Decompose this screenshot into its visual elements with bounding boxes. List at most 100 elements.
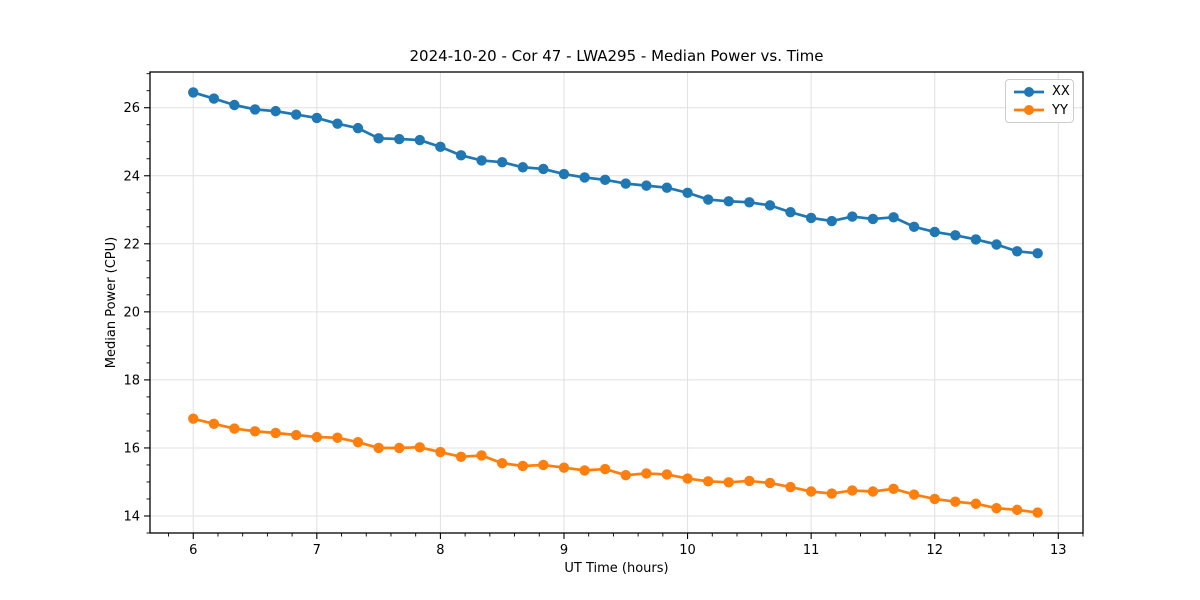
series-yy-marker: [847, 485, 858, 496]
series-yy-marker: [352, 436, 364, 448]
y-axis-label: Median Power (CPU): [104, 236, 119, 369]
legend-item-yy: YY: [1013, 101, 1068, 119]
series-xx-marker: [517, 162, 529, 173]
series-yy-marker: [496, 458, 508, 469]
series-yy-marker: [455, 451, 467, 462]
chart-title: 2024-10-20 - Cor 47 - LWA295 - Median Po…: [409, 47, 824, 65]
x-tick-label: 11: [803, 543, 820, 558]
series-xx-marker: [723, 196, 734, 207]
series-yy-marker: [290, 429, 302, 441]
series-xx-marker: [950, 230, 961, 241]
series-xx-marker: [352, 122, 364, 134]
series-xx-marker: [476, 155, 487, 166]
series-yy-marker: [785, 481, 796, 493]
series-xx-marker: [970, 234, 982, 245]
x-tick-label: 8: [436, 543, 444, 558]
series-xx-marker: [991, 239, 1002, 250]
series-yy-marker: [599, 463, 611, 475]
y-tick-label: 22: [123, 237, 140, 252]
series-xx-marker: [249, 104, 261, 115]
series-xx-marker: [290, 109, 302, 120]
series-xx-marker: [414, 134, 425, 146]
series-yy-marker: [661, 469, 673, 480]
series-xx-marker: [1011, 246, 1023, 257]
series-yy-marker: [723, 477, 734, 488]
series-xx-marker: [641, 180, 652, 191]
series-xx-marker: [785, 206, 796, 218]
series-yy-marker: [394, 442, 405, 454]
series-yy-marker: [970, 498, 982, 509]
series-yy-marker: [867, 486, 879, 497]
series-yy-marker: [950, 496, 961, 507]
legend-label-xx: XX: [1052, 84, 1070, 100]
series-xx-marker: [1032, 248, 1043, 259]
legend-line-sample-yy: [1014, 105, 1044, 116]
series-yy-marker: [620, 469, 631, 481]
x-tick-label: 13: [1050, 543, 1067, 558]
series-yy-marker: [332, 432, 343, 443]
series-xx-marker: [620, 178, 631, 189]
series-yy-marker: [805, 486, 817, 497]
series-xx-marker: [702, 194, 714, 205]
x-tick-label: 12: [926, 543, 943, 558]
series-xx-marker: [888, 212, 899, 223]
series-xx-marker: [208, 93, 220, 104]
series-yy-marker: [188, 413, 199, 424]
x-tick-label: 9: [560, 543, 568, 558]
series-xx-marker: [805, 212, 817, 224]
legend-line-sample-xx: [1014, 86, 1044, 97]
series-xx-marker: [826, 215, 837, 227]
series-xx-marker: [311, 112, 323, 124]
series-yy-marker: [208, 418, 220, 429]
series-xx-marker: [394, 133, 405, 145]
series-xx-marker: [847, 211, 858, 222]
y-tick-label: 24: [123, 169, 140, 184]
series-xx-marker: [744, 197, 755, 208]
series-xx-marker: [538, 163, 549, 175]
series-yy-marker: [991, 502, 1002, 514]
series-xx-marker: [332, 118, 343, 129]
series-xx-marker: [579, 172, 590, 183]
series-xx-marker: [908, 221, 920, 233]
plot-border: [149, 71, 1084, 534]
series-yy-marker: [517, 460, 529, 472]
series-yy-marker: [641, 468, 652, 479]
series-xx-marker: [188, 87, 199, 98]
series-xx-marker: [373, 133, 384, 144]
series-xx-marker: [435, 141, 446, 153]
series-xx-marker: [764, 200, 776, 211]
series-yy-marker: [311, 431, 323, 443]
y-tick-label: 14: [123, 509, 140, 524]
series-yy-marker: [558, 462, 570, 473]
series-xx-marker: [599, 174, 611, 186]
series-yy-marker: [579, 465, 590, 476]
series-yy-marker: [270, 427, 281, 439]
y-tick-label: 20: [123, 305, 140, 320]
series-yy-marker: [435, 446, 446, 458]
series-yy-marker: [249, 426, 261, 437]
series-yy-marker: [1032, 507, 1043, 518]
y-tick-label: 16: [123, 441, 140, 456]
series-yy-marker: [908, 489, 920, 500]
series-yy-marker: [682, 473, 693, 484]
x-tick-label: 10: [679, 543, 696, 558]
series-yy-marker: [1011, 504, 1023, 516]
series-xx-marker: [270, 105, 281, 117]
series-yy-marker: [826, 488, 837, 499]
x-axis-label: UT Time (hours): [564, 561, 669, 576]
series-xx-marker: [558, 168, 570, 180]
series-yy-marker: [702, 476, 714, 487]
series-yy-marker: [476, 450, 487, 461]
series-yy-marker: [764, 477, 776, 489]
series-yy-marker: [888, 483, 899, 494]
y-tick-label: 18: [123, 373, 140, 388]
series-yy-marker: [229, 423, 240, 434]
series-xx-marker: [496, 156, 508, 168]
y-tick-label: 26: [123, 101, 140, 116]
series-xx-marker: [682, 187, 693, 198]
series-xx-marker: [661, 182, 673, 193]
series-xx-marker: [455, 150, 467, 161]
x-tick-label: 6: [189, 543, 197, 558]
